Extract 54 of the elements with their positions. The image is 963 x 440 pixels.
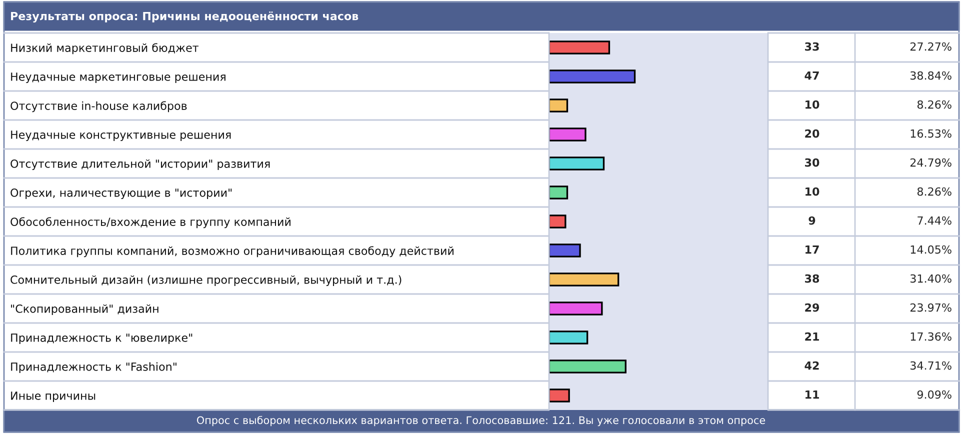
text: 38.84% <box>910 71 952 80</box>
data-label: 42 <box>804 361 819 370</box>
y-tick-label: Политика группы компаний, возможно ограничивающая свободу действий <box>11 246 454 258</box>
bar <box>549 214 566 228</box>
data-label: 20 <box>805 129 820 138</box>
data-label: 9 <box>808 216 816 225</box>
bar <box>549 70 636 84</box>
data-label: 29 <box>805 303 820 312</box>
text: 23.97% <box>910 303 952 312</box>
bar <box>549 272 620 286</box>
text: 27.27% <box>910 42 952 51</box>
y-tick-label: Иные причины <box>11 392 96 402</box>
y-tick-label: Неудачные конструктивные решения <box>11 130 231 142</box>
bar <box>549 40 610 54</box>
text: 14.05% <box>910 245 952 254</box>
y-tick-label: Отсутствие длительной "истории" развития <box>10 159 270 170</box>
bar <box>549 330 588 344</box>
y-tick-label: Сомнительный дизайн (излишне прогрессивный, вычурный и т.д.) <box>10 275 402 286</box>
data-label: 47 <box>804 71 819 80</box>
data-label: 11 <box>806 390 819 399</box>
text: 34.71% <box>910 361 952 370</box>
y-tick-label: Неудачные маркетинговые решения <box>11 72 226 84</box>
y-tick-label: "Скопированный" дизайн <box>11 304 158 316</box>
y-tick-label: Обособленность/вхождение в группу компаний <box>10 217 290 228</box>
data-label: 33 <box>805 42 819 51</box>
text: 24.79% <box>910 158 952 167</box>
y-tick-label: Низкий маркетинговый бюджет <box>11 43 199 54</box>
bar <box>549 186 568 200</box>
y-tick-label: Огрехи, наличествующие в "истории" <box>10 188 232 200</box>
bar <box>549 302 603 316</box>
text: 8.26% <box>917 100 952 109</box>
y-tick-label: Принадлежность к "Fashion" <box>11 362 176 374</box>
text: Результаты опроса: Причины недооценённости часов <box>11 12 358 22</box>
bar <box>549 156 605 170</box>
bar <box>549 98 568 112</box>
bar <box>549 128 586 142</box>
y-tick-label: Принадлежность к "ювелирке" <box>11 334 192 344</box>
text: 9.09% <box>917 390 952 399</box>
text: 17.36% <box>910 332 952 341</box>
text: 31.40% <box>910 274 952 283</box>
text: Опрос с выбором нескольких вариантов ответа. Голосовавшие: 121. Вы уже голосовали в этом опросе <box>196 416 766 426</box>
text: 7.44% <box>918 216 952 225</box>
text: 8.26% <box>917 187 952 196</box>
text: 16.53% <box>910 129 952 138</box>
bar <box>549 244 581 258</box>
data-label: 10 <box>806 100 820 109</box>
bar <box>549 360 626 374</box>
y-tick-label: Отсутствие in-house калибров <box>10 101 187 112</box>
data-label: 10 <box>806 187 820 196</box>
data-label: 21 <box>805 332 819 341</box>
bar <box>549 388 570 402</box>
data-label: 38 <box>805 274 820 283</box>
data-label: 30 <box>805 158 820 167</box>
data-label: 17 <box>806 245 819 254</box>
